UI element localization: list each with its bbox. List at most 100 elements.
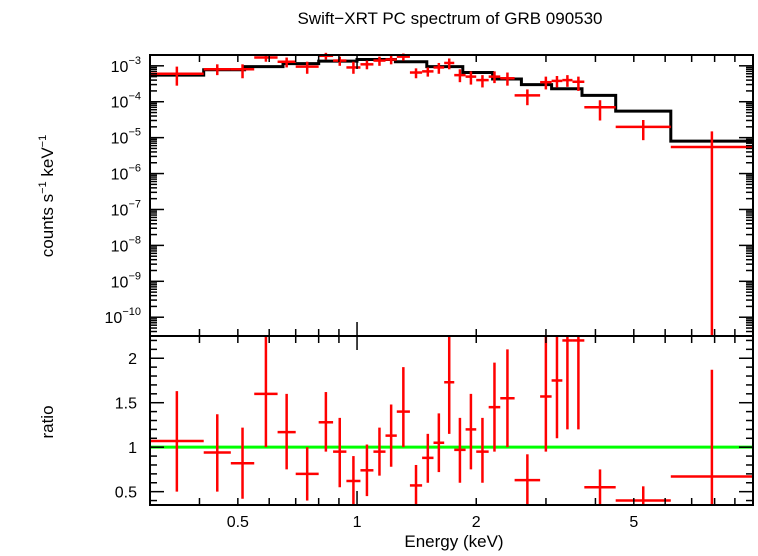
- spectrum-point: [454, 69, 466, 83]
- spectrum-point: [551, 76, 563, 88]
- spectrum-point: [514, 89, 541, 106]
- x-axis-label: Energy (keV): [404, 532, 503, 551]
- ratio-point: [444, 336, 455, 434]
- spectrum-point: [295, 61, 319, 74]
- spectrum-plot-frame: [149, 54, 754, 337]
- ratio-point: [346, 456, 361, 505]
- ratio-point: [295, 447, 319, 501]
- ratio-point: [230, 427, 255, 499]
- ratio-point: [562, 336, 573, 430]
- y-tick-label: 10−5: [111, 127, 141, 148]
- ratio-point: [318, 392, 334, 452]
- chart-title: Swift−XRT PC spectrum of GRB 090530: [297, 9, 602, 28]
- y-tick-exponent: −7: [128, 198, 141, 210]
- ratio-point: [670, 369, 753, 505]
- spectrum-point: [500, 72, 515, 86]
- ratio-point: [433, 413, 445, 473]
- ratio-point: [615, 486, 671, 505]
- y-label-text-1: counts s: [38, 194, 57, 257]
- x-tick-label: 0.5: [227, 514, 249, 531]
- ratio-plot-frame: [149, 335, 754, 506]
- spectrum-point: [444, 58, 455, 70]
- spectrum-point: [572, 76, 585, 91]
- ratio-point: [465, 393, 477, 470]
- y-label-sup-2: −1: [37, 135, 49, 148]
- spectrum-point: [433, 62, 445, 74]
- y-tick-label: 10−8: [111, 234, 141, 255]
- ratio-point: [572, 336, 585, 430]
- x-tick-label: 2: [472, 514, 481, 531]
- x-tick-label: 1: [353, 514, 362, 531]
- y-tick-exponent: −8: [128, 234, 141, 246]
- spectrum-point: [409, 68, 423, 79]
- y-tick-label: 10−3: [111, 55, 141, 76]
- spectrum-point: [230, 64, 255, 79]
- y-tick-exponent: −5: [128, 127, 141, 139]
- y-tick-label: 10−6: [111, 163, 141, 184]
- y-tick-exponent: −9: [128, 270, 141, 282]
- y-tick-base: 10: [111, 131, 129, 148]
- ratio-point: [422, 433, 434, 483]
- y-label-sup-1: −1: [37, 181, 49, 194]
- ratio-data-points: [150, 336, 753, 505]
- spectrum-point: [540, 76, 552, 90]
- spectrum-point: [422, 67, 434, 77]
- ratio-tick-label: 1.5: [115, 396, 137, 413]
- spectrum-point: [488, 71, 501, 84]
- y-label-text-2: keV: [38, 147, 57, 182]
- ratio-point: [551, 336, 563, 439]
- y-tick-base: 10: [111, 59, 129, 76]
- spectrum-point: [385, 55, 397, 65]
- y-tick-base: 10: [111, 95, 129, 112]
- ratio-point: [254, 336, 278, 448]
- spectrum-point: [476, 75, 489, 88]
- y-tick-exponent: −10: [122, 306, 141, 318]
- y-tick-base: 10: [111, 202, 129, 219]
- spectrum-point: [584, 100, 616, 121]
- ratio-panel: 0.5 1 1.5 2 ratio: [38, 335, 754, 506]
- y-tick-label: 10−4: [111, 91, 141, 112]
- y-tick-exponent: −4: [128, 91, 141, 103]
- ratio-y-axis-label: ratio: [38, 405, 57, 438]
- model-step-line: [150, 58, 753, 143]
- spectrum-y-axis-label: counts s−1 keV−1: [37, 135, 57, 257]
- ratio-point: [385, 404, 397, 467]
- spectrum-point: [333, 56, 347, 66]
- ratio-point: [584, 469, 616, 505]
- spectrum-point: [150, 66, 204, 86]
- spectrum-point: [562, 75, 573, 87]
- y-tick-label: 10−10: [105, 306, 141, 327]
- spectrum-point: [465, 71, 477, 85]
- ratio-tick-label: 1: [128, 440, 137, 457]
- ratio-point: [540, 336, 552, 452]
- spectrum-point: [277, 57, 296, 68]
- y-tick-base: 10: [105, 310, 123, 327]
- ratio-point: [476, 417, 489, 483]
- spectrum-point: [318, 52, 334, 60]
- y-tick-base: 10: [111, 274, 129, 291]
- ratio-point: [454, 417, 466, 483]
- ratio-point: [396, 367, 410, 448]
- y-tick-label: 10−9: [111, 270, 141, 291]
- spectrum-point: [615, 119, 671, 141]
- ratio-point: [277, 393, 296, 470]
- ratio-point: [203, 414, 231, 492]
- ratio-point: [409, 464, 423, 505]
- spectrum-point: [373, 56, 386, 66]
- y-tick-base: 10: [111, 238, 129, 255]
- model-line: [150, 58, 753, 143]
- x-tick-label: 5: [629, 514, 638, 531]
- spectrum-data-points: [150, 52, 753, 336]
- ratio-point: [373, 427, 386, 476]
- y-tick-base: 10: [111, 167, 129, 184]
- ratio-point: [150, 391, 204, 492]
- spectrum-point: [670, 131, 753, 336]
- ratio-point: [500, 349, 515, 448]
- ratio-point: [514, 454, 541, 505]
- ratio-point: [488, 362, 501, 452]
- spectrum-point: [360, 60, 374, 70]
- spectrum-panel: 10−310−410−510−610−710−810−910−10 counts…: [37, 52, 754, 337]
- ratio-tick-label: 2: [128, 351, 137, 368]
- y-tick-exponent: −3: [128, 55, 141, 67]
